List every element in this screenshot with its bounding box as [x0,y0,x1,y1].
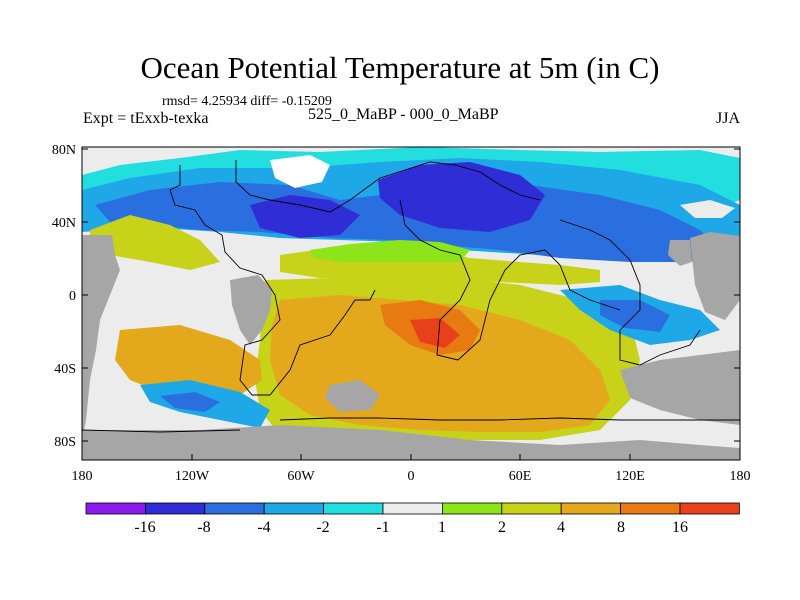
coastline-southwest [82,429,241,433]
red-hotspot [410,318,460,348]
colorbar-label: 8 [617,519,625,536]
land-mass-east [690,232,740,320]
colorbar-box [679,502,740,515]
land-mass-central-south [325,380,380,412]
lat-label: 40N [52,216,76,231]
dark-blue-patch-north [378,162,545,232]
lat-ticks [82,148,740,442]
blue-region-north [95,180,720,262]
colorbar-box [144,502,206,515]
white-patch-northeast [680,200,735,218]
lon-label: 60E [509,469,532,484]
lon-label: 0 [408,469,415,484]
lon-labels: 180 120W 60W 0 60E 120E 180 [72,469,751,484]
deep-blue-patch-east [600,300,670,332]
colorbar-box [620,502,681,515]
land-mass-southeast [620,350,740,425]
colorbar-label: -16 [134,519,155,536]
colorbar-label: 4 [557,519,565,536]
experiment-label: Expt = tExxb-texka [83,110,209,127]
colorbar-box [85,502,146,515]
map-title: Ocean Potential Temperature at 5m (in C) [140,50,660,85]
lat-label: 80S [54,435,76,450]
lon-label: 120E [615,469,645,484]
colorbar-label: 1 [438,519,446,536]
colorbar-label: -8 [197,519,210,536]
lon-label: 180 [72,469,93,484]
yellow-patch-west [90,215,220,270]
lon-label: 60W [287,469,315,484]
land-mass-central-west [230,275,272,345]
coastline-south [279,417,740,421]
dark-blue-patch-west [250,195,360,238]
land-mass-south-polar [82,425,740,460]
colorbar-box [263,502,325,515]
deep-blue-patch-southwest [160,392,220,412]
colorbar-box [441,502,503,515]
colorbar-box [204,502,265,515]
season-label: JJA [716,110,741,127]
colorbar-label: -1 [376,519,389,536]
orange-patch-west [115,325,262,400]
center-label: 525_0_MaBP - 000_0_MaBP [308,106,499,123]
lon-ticks [81,454,741,460]
coastline-west [169,165,376,396]
stats-label: rmsd= 4.25934 diff= -0.15209 [162,94,332,109]
colorbar [85,502,740,515]
colorbar-label: -4 [257,519,270,536]
white-patch-north [270,155,330,188]
colorbar-box [323,502,384,515]
lon-label: 180 [730,469,751,484]
colorbar-box [382,502,443,515]
colorbar-label: 2 [498,519,506,536]
lat-label: 40S [54,362,76,377]
coastlines [82,160,740,433]
lat-labels: 80N 40N 0 40S 80S [52,143,76,450]
colorbar-box [560,502,622,515]
colorbar-label: -2 [316,519,329,536]
lon-label: 120W [175,469,210,484]
colorbar-box [501,502,562,515]
colorbar-label: 16 [672,519,688,536]
lat-label: 0 [69,289,76,304]
map-field [82,147,740,460]
coastline-north [235,160,541,213]
colorbar-labels: -16 -8 -4 -2 -1 1 2 4 8 16 [134,519,688,536]
land-mass-west-coast [82,235,120,440]
coastline-central [399,199,621,361]
land-mass-east-island [668,240,692,266]
lat-label: 80N [52,143,76,158]
coastline-east [559,219,701,366]
